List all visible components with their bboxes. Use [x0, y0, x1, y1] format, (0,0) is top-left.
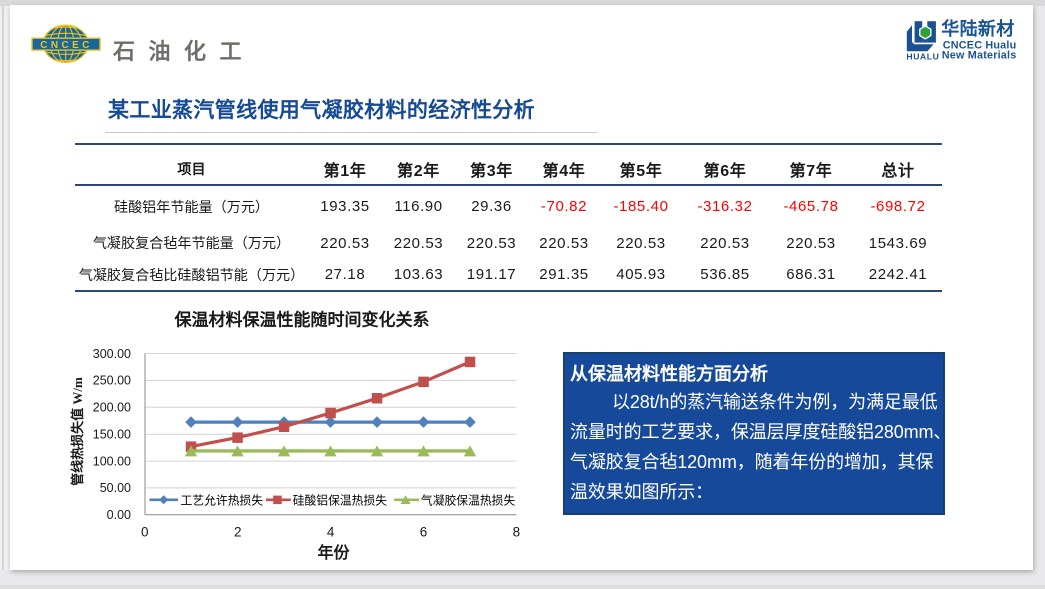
- svg-text:CNCEC Hualu: CNCEC Hualu: [943, 40, 1017, 52]
- svg-text:硅酸铝保温热损失: 硅酸铝保温热损失: [293, 493, 388, 507]
- svg-text:6: 6: [420, 525, 428, 540]
- svg-text:保温材料保温性能随时间变化关系: 保温材料保温性能随时间变化关系: [174, 310, 430, 330]
- svg-text:4: 4: [327, 525, 335, 540]
- svg-text:8: 8: [513, 525, 521, 540]
- svg-text:250.00: 250.00: [93, 374, 131, 388]
- svg-text:HUALU: HUALU: [906, 52, 939, 62]
- svg-text:150.00: 150.00: [93, 428, 131, 442]
- svg-text:0: 0: [141, 525, 149, 540]
- svg-text:2: 2: [234, 525, 242, 540]
- svg-text:300.00: 300.00: [93, 347, 131, 361]
- svg-text:华陆新材: 华陆新材: [941, 18, 1014, 39]
- svg-text:50.00: 50.00: [100, 481, 131, 495]
- svg-text:气凝胶保温热损失: 气凝胶保温热损失: [421, 493, 516, 507]
- svg-text:CNCEC: CNCEC: [40, 40, 93, 51]
- svg-text:0.00: 0.00: [107, 508, 131, 522]
- svg-text:管线热损失值 W/m: 管线热损失值 W/m: [70, 377, 85, 486]
- svg-text:100.00: 100.00: [93, 454, 131, 468]
- svg-text:New Materials: New Materials: [942, 50, 1017, 62]
- svg-text:年份: 年份: [317, 543, 350, 562]
- svg-text:200.00: 200.00: [93, 401, 131, 415]
- svg-text:工艺允许热损失: 工艺允许热损失: [181, 493, 264, 507]
